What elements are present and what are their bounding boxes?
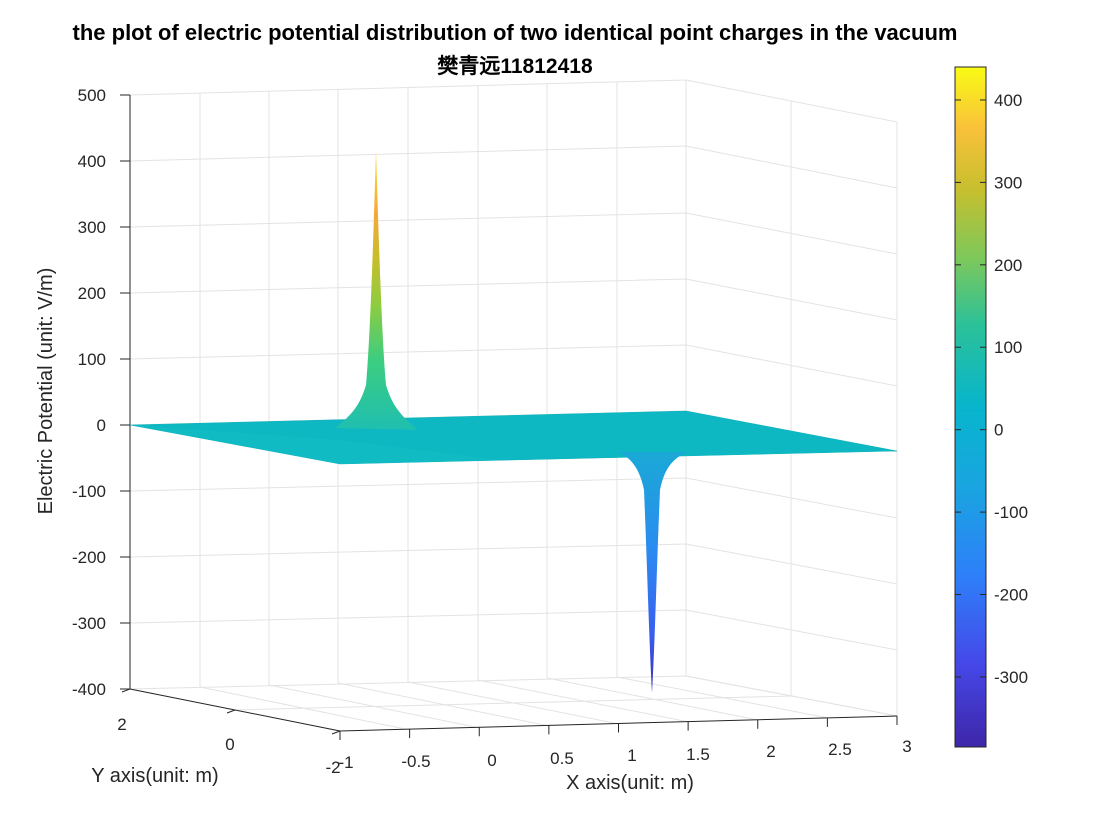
grid-z-m100 bbox=[129, 477, 898, 519]
axes bbox=[129, 95, 898, 732]
y-tick-mark bbox=[331, 730, 341, 735]
x-axis-label: X axis(unit: m) bbox=[566, 772, 694, 794]
grid-floor-10 bbox=[234, 695, 792, 711]
z-tick-label: -400 bbox=[72, 680, 106, 699]
x-tick-label: 2.5 bbox=[828, 740, 852, 759]
z-tick-label: -300 bbox=[72, 614, 106, 633]
chart-title: the plot of electric potential distribut… bbox=[72, 20, 958, 45]
z-tick-label: 100 bbox=[78, 350, 106, 369]
grid-z-m300 bbox=[129, 609, 898, 651]
y-tick-mark bbox=[226, 709, 236, 714]
x-tick-label: -0.5 bbox=[401, 752, 430, 771]
z-tick-label: 500 bbox=[78, 86, 106, 105]
x-tick-label: -1 bbox=[338, 753, 353, 772]
z-tick-label: 200 bbox=[78, 284, 106, 303]
z-tick-label: 300 bbox=[78, 218, 106, 237]
z-axis-label: Electric Potential (unit: V/m) bbox=[35, 268, 57, 515]
y-tick-label: 0 bbox=[225, 735, 234, 754]
x-tick-label: 3 bbox=[902, 737, 911, 756]
z-tick-label: -100 bbox=[72, 482, 106, 501]
grid-z-400 bbox=[129, 145, 898, 189]
colorbar-tick-label: -100 bbox=[994, 503, 1028, 522]
positive-peak bbox=[335, 150, 418, 430]
colorbar bbox=[954, 66, 987, 748]
y-tick-label: -2 bbox=[325, 758, 340, 777]
x-axis-ticks: -1 -0.5 0 0.5 1 1.5 2 2.5 3 bbox=[338, 716, 912, 772]
colorbar-tick-label: -300 bbox=[994, 668, 1028, 687]
y-axis-ticks: -2 0 2 bbox=[117, 688, 341, 777]
grid-z-300 bbox=[129, 212, 898, 255]
z-tick-label: 400 bbox=[78, 152, 106, 171]
negative-trough bbox=[618, 452, 688, 693]
x-tick-label: 0.5 bbox=[550, 749, 574, 768]
y-tick-label: 2 bbox=[117, 715, 126, 734]
colorbar-tick-label: 100 bbox=[994, 338, 1022, 357]
z-tick-label: -200 bbox=[72, 548, 106, 567]
x-tick-label: 1.5 bbox=[686, 745, 710, 764]
grid-z-200 bbox=[129, 278, 898, 321]
colorbar-tick-label: 200 bbox=[994, 256, 1022, 275]
surface-shade bbox=[130, 425, 500, 464]
x-tick-label: 2 bbox=[766, 742, 775, 761]
colorbar-ticks: 400 300 200 100 0 -100 -200 -300 bbox=[955, 91, 1028, 687]
z-axis-ticks: 500 400 300 200 100 0 -100 -200 -300 -400 bbox=[72, 86, 130, 699]
z-tick-label: 0 bbox=[97, 416, 106, 435]
colorbar-tick-label: 400 bbox=[994, 91, 1022, 110]
grid-z-500 bbox=[129, 79, 898, 123]
colorbar-tick-label: -200 bbox=[994, 586, 1028, 605]
y-tick-mark bbox=[121, 688, 131, 693]
colorbar-tick-label: 0 bbox=[994, 421, 1003, 440]
x-tick-label: 0 bbox=[487, 751, 496, 770]
grid-z-m200 bbox=[129, 543, 898, 585]
chart-subtitle: 樊青远11812418 bbox=[437, 55, 593, 78]
grid-floor-9 bbox=[685, 675, 898, 717]
grid-z-100 bbox=[129, 344, 898, 387]
y-axis-label: Y axis(unit: m) bbox=[91, 765, 218, 787]
x-tick-label: 1 bbox=[627, 746, 636, 765]
colorbar-tick-label: 300 bbox=[994, 173, 1022, 192]
grid-lines bbox=[129, 79, 898, 732]
